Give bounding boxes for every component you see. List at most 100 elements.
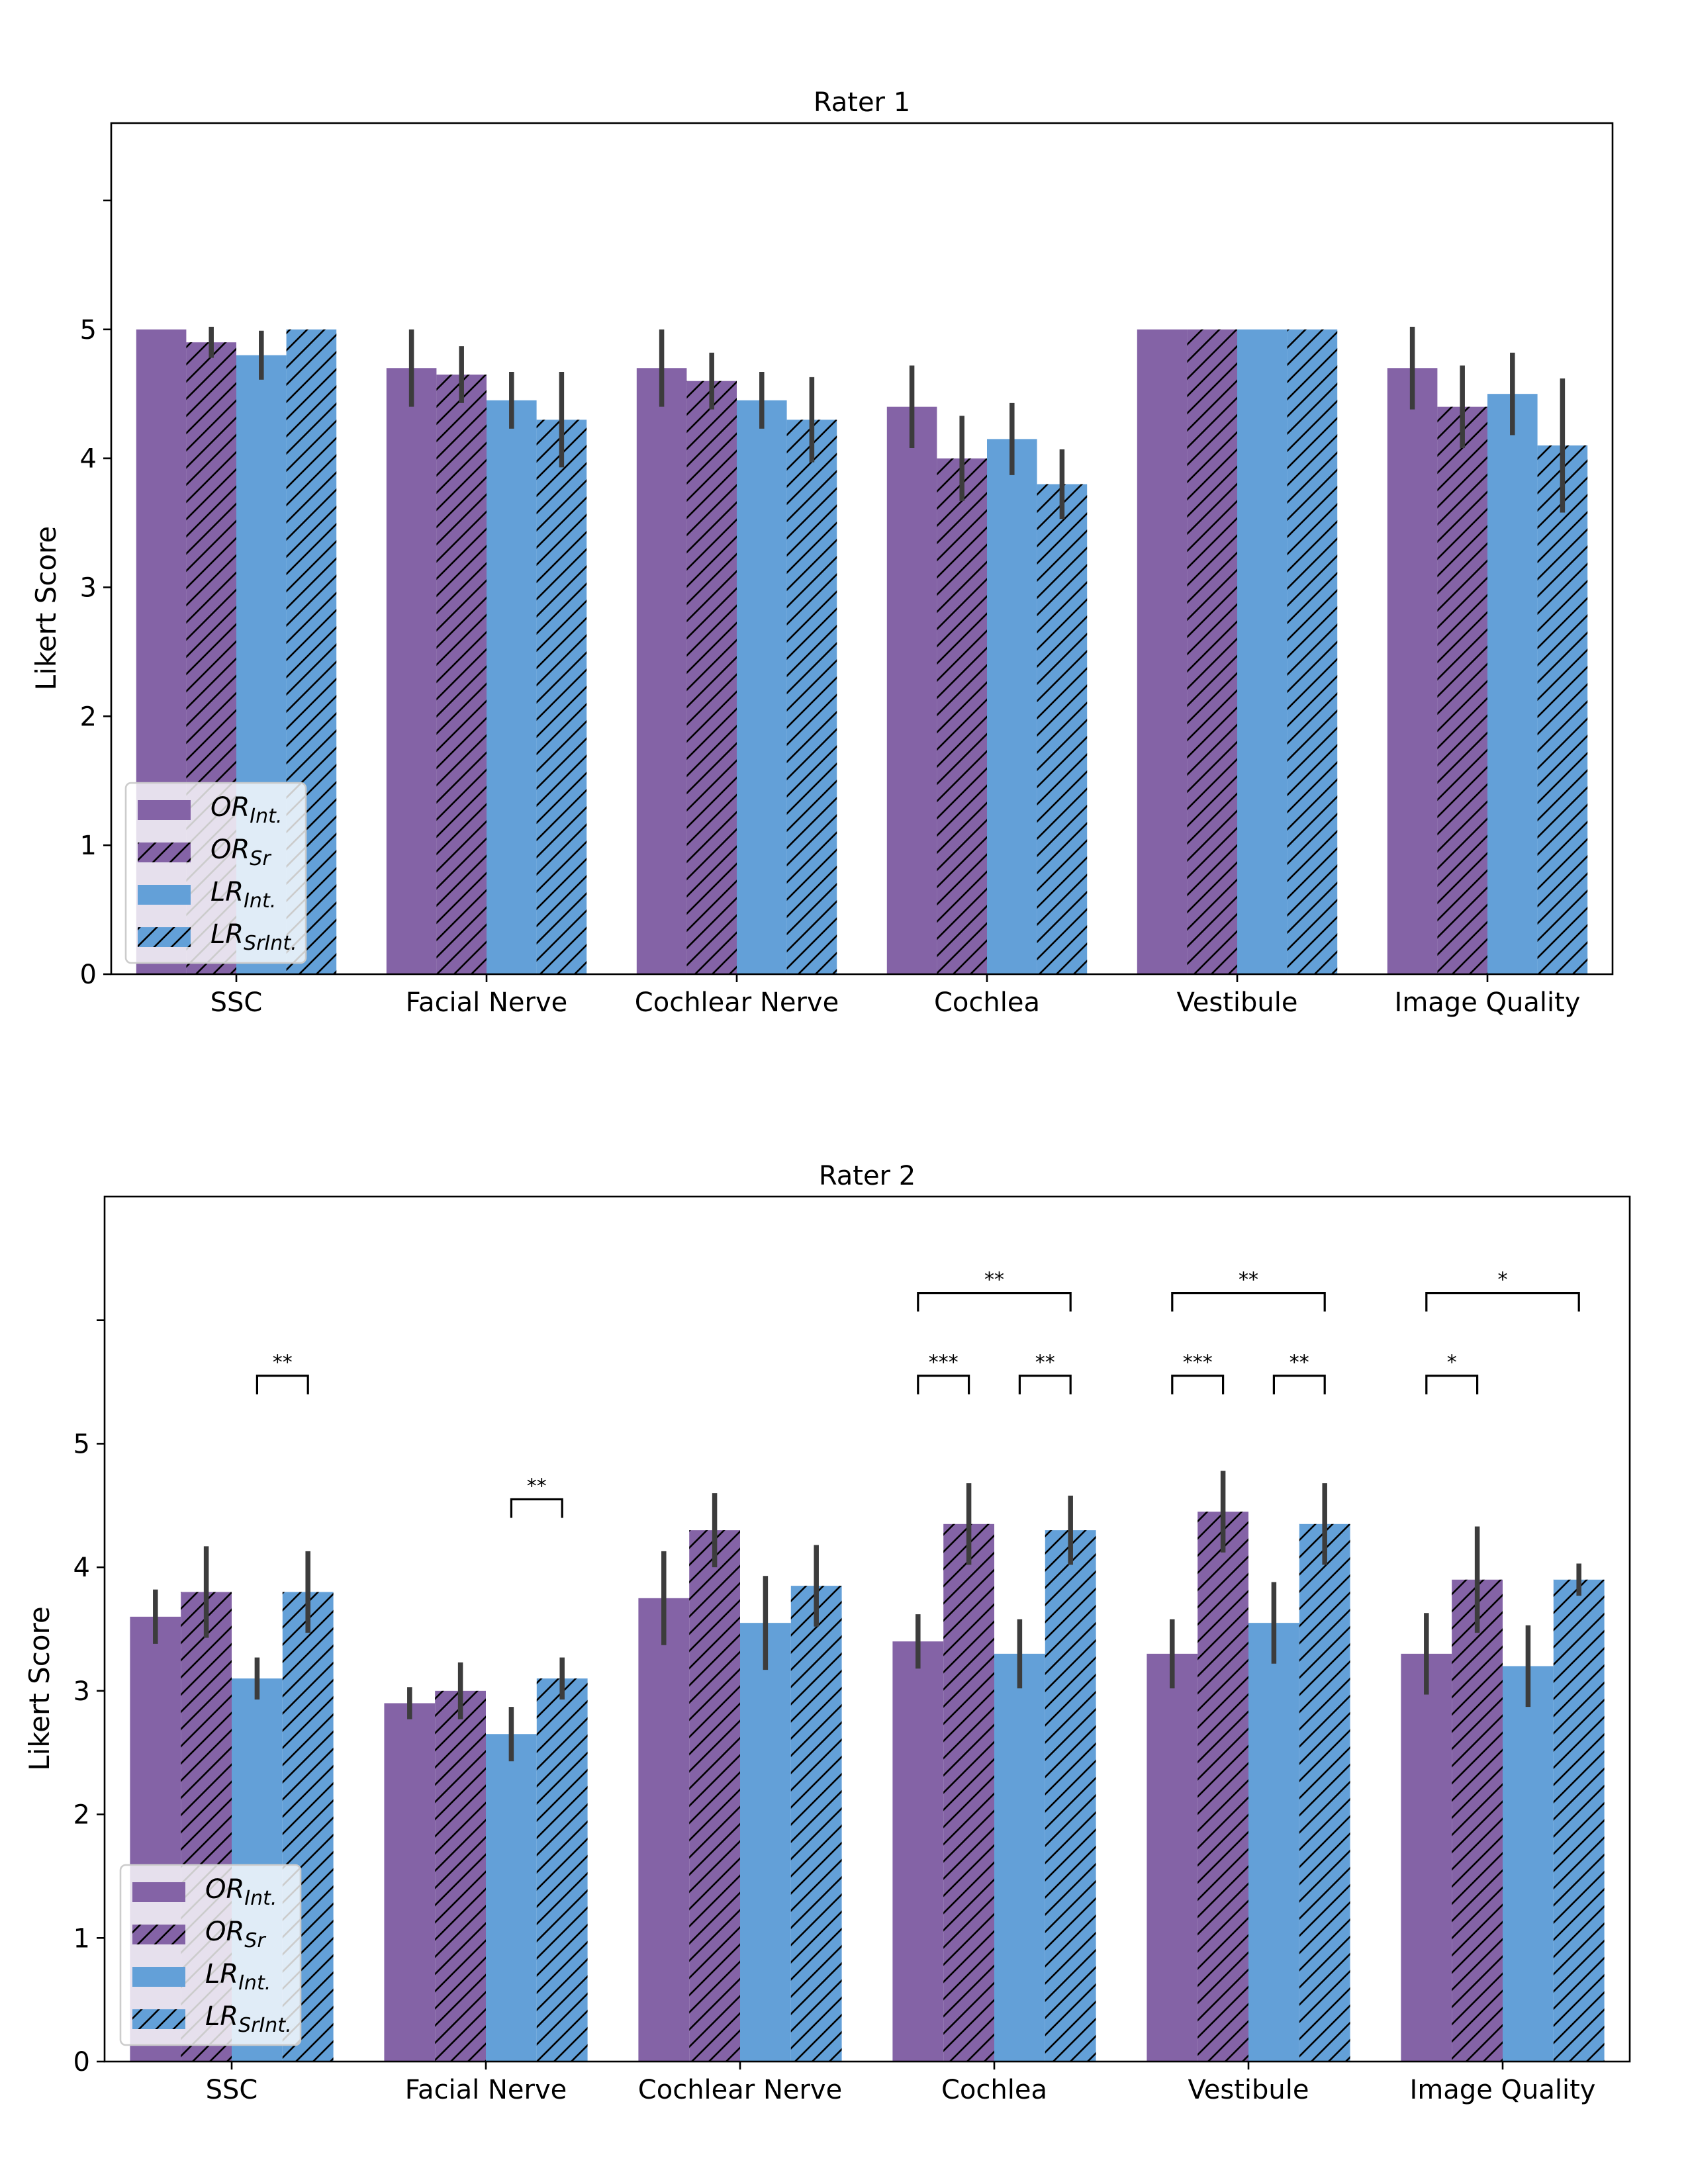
x-tick-label: Cochlea xyxy=(934,987,1040,1018)
x-tick-label: Cochlear Nerve xyxy=(638,2075,842,2105)
bar-hatch xyxy=(1037,484,1088,974)
significance-label: ** xyxy=(1035,1351,1055,1375)
legend-label: ORInt. xyxy=(211,792,282,828)
significance-bracket xyxy=(1425,1375,1479,1394)
legend-label: LRSrInt. xyxy=(205,2001,292,2037)
bar xyxy=(638,1598,690,2062)
bar xyxy=(1401,1653,1452,2062)
bar xyxy=(1137,329,1188,974)
bar-hatch xyxy=(1197,1512,1248,2062)
bar-hatch xyxy=(435,1690,486,2062)
bar xyxy=(737,400,787,974)
legend-box xyxy=(124,782,307,964)
y-tick-label: 5 xyxy=(73,1429,90,1459)
bar-hatch xyxy=(689,1530,740,2062)
bar xyxy=(1237,329,1288,974)
bar xyxy=(886,406,937,974)
significance-label: ** xyxy=(273,1351,293,1375)
significance-label: ** xyxy=(984,1269,1004,1292)
significance-label: ** xyxy=(1239,1269,1258,1292)
y-tick-label: 2 xyxy=(73,1800,90,1831)
error-bars xyxy=(153,1471,1581,1762)
significance-label: * xyxy=(1498,1269,1508,1292)
bar xyxy=(1503,1666,1554,2062)
bar-hatch xyxy=(686,381,737,974)
y-axis-label: Likert Score xyxy=(30,526,62,690)
bar-hatch xyxy=(536,420,587,974)
significance-bracket xyxy=(1171,1375,1225,1394)
bar xyxy=(386,368,437,974)
y-ticks: 0 1 2 3 4 5 xyxy=(73,1319,105,2077)
legend-label: LRInt. xyxy=(205,1959,271,1995)
bar xyxy=(384,1703,436,2062)
bars xyxy=(136,329,1588,974)
legend: ORInt. ORSr LRInt. LRSrInt. xyxy=(119,1864,302,2046)
x-tick-label: Image Quality xyxy=(1395,987,1581,1018)
x-tick-label: Facial Nerve xyxy=(406,987,568,1018)
bar xyxy=(740,1623,791,2062)
legend-swatch xyxy=(138,885,191,905)
legend-label: LRInt. xyxy=(211,877,276,913)
y-tick-label: 4 xyxy=(80,444,97,475)
legend: ORInt. ORSr LRInt. LRSrInt. xyxy=(124,782,307,964)
bar-hatch xyxy=(790,1586,842,2062)
plot-frame xyxy=(103,1195,1631,2063)
legend-swatch-hatch xyxy=(132,1925,185,1944)
y-tick-label: 3 xyxy=(73,1676,90,1707)
x-tick-label: Image Quality xyxy=(1410,2075,1596,2105)
bar-hatch xyxy=(1287,329,1338,974)
bar-hatch xyxy=(1537,445,1588,974)
legend-box xyxy=(119,1864,302,2046)
y-tick-label: 3 xyxy=(80,572,97,603)
x-tick-label: Cochlear Nerve xyxy=(635,987,839,1018)
x-tick-label: Vestibule xyxy=(1188,2075,1309,2105)
legend-swatch xyxy=(132,1967,185,1987)
y-tick-label: 1 xyxy=(80,831,97,861)
significance-label: * xyxy=(1447,1351,1457,1375)
x-tick-label: SSC xyxy=(206,2075,258,2105)
y-axis-label: Likert Score xyxy=(23,1606,56,1770)
x-tick-label: Facial Nerve xyxy=(405,2075,567,2105)
significance-bracket xyxy=(1171,1292,1326,1312)
legend-swatch-hatch xyxy=(138,927,191,947)
chart-title: Rater 2 xyxy=(819,1161,915,1191)
y-tick-label: 2 xyxy=(80,702,97,732)
y-ticks: 0 1 2 3 4 5 xyxy=(80,199,111,990)
significance-bracket xyxy=(1018,1375,1072,1394)
bar-hatch xyxy=(436,374,487,974)
legend-swatch-hatch xyxy=(138,842,191,862)
bar-hatch xyxy=(786,420,837,974)
legend-label: ORInt. xyxy=(205,1874,277,1910)
significance-bracket xyxy=(256,1375,309,1394)
x-ticks: SSC Facial Nerve Cochlear Nerve Cochlea Vest… xyxy=(206,2062,1596,2105)
bar xyxy=(987,439,1037,974)
rater-1-chart: Rater 1 Likert Score 0 1 2 3 4 5 SSC Facial Ne… xyxy=(30,87,1614,1018)
bar xyxy=(486,1734,537,2062)
chart-title: Rater 1 xyxy=(814,87,910,118)
bar xyxy=(892,1641,944,2062)
bar xyxy=(1147,1653,1198,2062)
bar-hatch xyxy=(1299,1524,1350,2062)
x-tick-label: Cochlea xyxy=(941,2075,1047,2105)
significance-bracket xyxy=(510,1498,563,1518)
bar xyxy=(1487,394,1538,974)
bar xyxy=(636,368,687,974)
legend-swatch xyxy=(138,800,191,820)
legend-swatch xyxy=(132,1882,185,1902)
plot-frame xyxy=(110,122,1614,976)
legend-label: ORSr xyxy=(211,835,271,870)
significance-bracket xyxy=(1272,1375,1326,1394)
bar-hatch xyxy=(536,1678,588,2062)
bar xyxy=(1387,368,1438,974)
y-tick-label: 1 xyxy=(73,1923,90,1954)
x-ticks: SSC Facial Nerve Cochlear Nerve Cochlea Vest… xyxy=(211,974,1581,1018)
bar-hatch xyxy=(1452,1579,1503,2062)
legend-label: ORSr xyxy=(205,1917,266,1952)
bars xyxy=(130,1512,1605,2062)
significance-label: ** xyxy=(1289,1351,1309,1375)
significance-label: *** xyxy=(929,1351,959,1375)
x-tick-label: SSC xyxy=(211,987,263,1018)
legend-label: LRSrInt. xyxy=(211,919,297,955)
bar-hatch xyxy=(937,458,987,974)
significance-label: ** xyxy=(527,1475,547,1498)
